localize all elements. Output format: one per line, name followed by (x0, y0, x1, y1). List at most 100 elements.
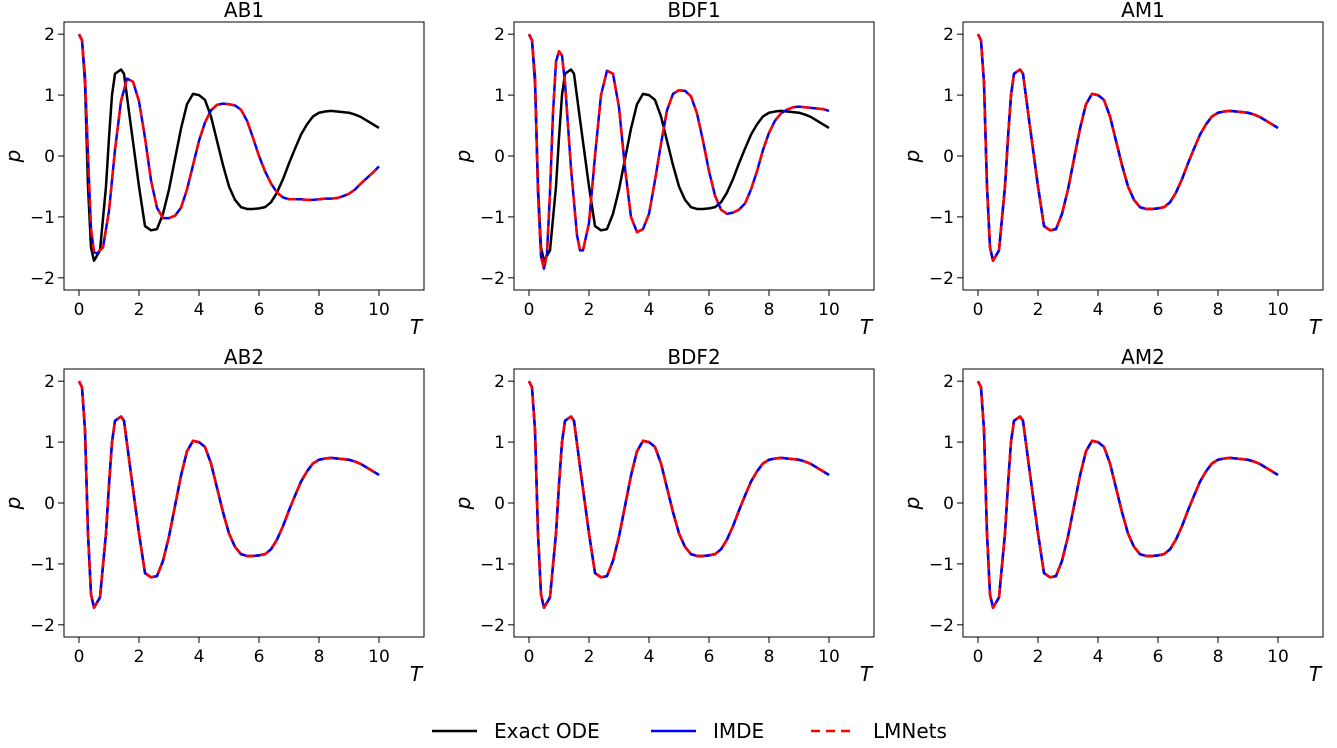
series-line-lmnets (976, 380, 1279, 610)
x-tick-label: 8 (1213, 300, 1224, 320)
y-tick-label: 1 (44, 433, 55, 453)
x-tick-label: 0 (524, 300, 535, 320)
series-line-exact-ode (77, 33, 380, 263)
y-tick-label: −2 (929, 616, 954, 636)
y-tick-label: 0 (494, 147, 505, 167)
y-tick-label: 1 (943, 86, 954, 106)
series-line-lmnets (976, 33, 1279, 263)
y-tick-label: 2 (44, 25, 55, 45)
series-line-lmnets (77, 380, 380, 610)
y-tick-label: 0 (494, 494, 505, 514)
axes-frame (513, 21, 875, 291)
x-tick-label: 4 (1093, 300, 1104, 320)
x-tick-label: 4 (644, 300, 655, 320)
x-tick-label: 10 (368, 300, 390, 320)
legend-label-lmnets: LMNets (873, 719, 947, 743)
y-tick-label: 0 (44, 147, 55, 167)
axes-frame (63, 368, 425, 638)
y-tick-label: 2 (943, 25, 954, 45)
legend-label-exact-ode: Exact ODE (494, 719, 600, 743)
y-tick-label: 1 (494, 86, 505, 106)
series-line-imde (527, 33, 830, 270)
x-tick-label: 6 (1153, 647, 1164, 667)
panel-am2: 0 2 4 6 8 10 −2 −1 0 1 2 AM2 Tp (900, 345, 1324, 686)
x-tick-label: 10 (818, 300, 840, 320)
y-tick-label: −2 (30, 269, 55, 289)
x-tick-label: 8 (314, 300, 325, 320)
y-tick-label: −1 (929, 555, 954, 575)
x-tick-label: 0 (74, 300, 85, 320)
axes-frame (962, 368, 1324, 638)
series-line-exact-ode (527, 33, 830, 263)
panel-bdf2: 0 2 4 6 8 10 −2 −1 0 1 2 BDF2 Tp (451, 345, 875, 686)
x-tick-label: 10 (1267, 647, 1289, 667)
y-tick-label: −1 (929, 208, 954, 228)
x-tick-label: 6 (1153, 300, 1164, 320)
y-tick-label: 0 (943, 147, 954, 167)
x-tick-label: 0 (524, 647, 535, 667)
x-tick-label: 8 (1213, 647, 1224, 667)
y-tick-label: 0 (44, 494, 55, 514)
x-tick-label: 10 (818, 647, 840, 667)
x-axis-label: T (860, 315, 874, 339)
x-tick-label: 8 (764, 300, 775, 320)
series-line-exact-ode (77, 380, 380, 610)
legend-label-imde: IMDE (713, 719, 764, 743)
x-axis-label: T (410, 315, 424, 339)
x-tick-label: 10 (1267, 300, 1289, 320)
x-axis-label: T (1309, 315, 1323, 339)
series-line-lmnets (527, 380, 830, 610)
x-tick-label: 0 (74, 647, 85, 667)
y-axis-label: p (1, 150, 25, 164)
y-tick-label: 0 (943, 494, 954, 514)
y-tick-label: −2 (929, 269, 954, 289)
series-line-lmnets (527, 33, 830, 270)
y-axis-label: p (900, 497, 924, 511)
x-tick-label: 0 (973, 647, 984, 667)
y-axis-label: p (451, 150, 475, 164)
x-tick-label: 10 (368, 647, 390, 667)
x-tick-label: 6 (254, 647, 265, 667)
x-tick-label: 0 (973, 300, 984, 320)
x-axis-label: T (860, 662, 874, 686)
x-axis-label: T (410, 662, 424, 686)
panel-am1: 0 2 4 6 8 10 −2 −1 0 1 2 AM1 Tp (900, 0, 1324, 339)
y-axis-label: p (900, 150, 924, 164)
x-tick-label: 2 (584, 647, 595, 667)
y-tick-label: −2 (480, 269, 505, 289)
panel-ab2: 0 2 4 6 8 10 −2 −1 0 1 2 AB2 Tp (1, 345, 425, 686)
x-tick-label: 2 (584, 300, 595, 320)
x-tick-label: 4 (194, 647, 205, 667)
panel-title: AM2 (1121, 345, 1165, 369)
axes-frame (962, 21, 1324, 291)
y-axis-label: p (1, 497, 25, 511)
axes-frame (513, 368, 875, 638)
series-line-imde (976, 380, 1279, 610)
y-tick-label: 2 (494, 372, 505, 392)
series-line-imde (976, 33, 1279, 263)
y-tick-label: −1 (480, 555, 505, 575)
panel-title: BDF1 (667, 0, 720, 22)
series-line-exact-ode (976, 380, 1279, 610)
series-line-imde (527, 380, 830, 610)
panel-title: AM1 (1121, 0, 1165, 22)
panel-title: AB2 (224, 345, 264, 369)
x-tick-label: 8 (314, 647, 325, 667)
x-tick-label: 6 (254, 300, 265, 320)
series-line-exact-ode (976, 33, 1279, 263)
x-axis-label: T (1309, 662, 1323, 686)
x-tick-label: 6 (704, 300, 715, 320)
series-line-lmnets (77, 33, 380, 255)
x-tick-label: 4 (644, 647, 655, 667)
x-tick-label: 2 (134, 300, 145, 320)
y-axis-label: p (451, 497, 475, 511)
y-tick-label: 2 (44, 372, 55, 392)
y-tick-label: 2 (494, 25, 505, 45)
y-tick-label: 1 (44, 86, 55, 106)
x-tick-label: 6 (704, 647, 715, 667)
series-line-imde (77, 33, 380, 255)
x-tick-label: 4 (1093, 647, 1104, 667)
y-tick-label: −1 (480, 208, 505, 228)
legend: Exact ODE IMDE LMNets (432, 719, 947, 743)
